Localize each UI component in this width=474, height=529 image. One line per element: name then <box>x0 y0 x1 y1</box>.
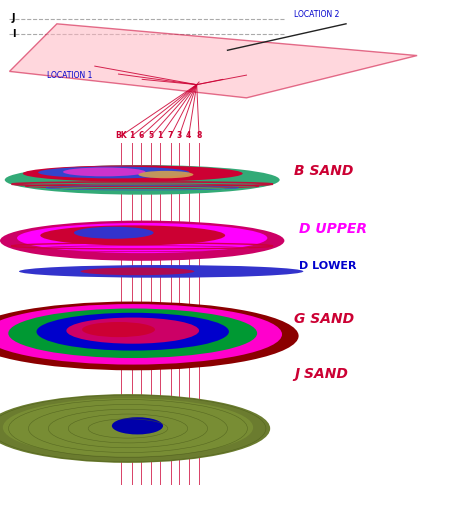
Text: G SAND: G SAND <box>294 312 354 326</box>
Text: 6: 6 <box>138 131 144 140</box>
Ellipse shape <box>112 417 163 434</box>
Ellipse shape <box>0 304 282 364</box>
Ellipse shape <box>138 171 193 178</box>
Ellipse shape <box>0 394 270 463</box>
Text: LOCATION 1: LOCATION 1 <box>47 71 93 80</box>
Ellipse shape <box>40 225 225 245</box>
Ellipse shape <box>81 268 194 275</box>
Ellipse shape <box>5 165 280 195</box>
Text: 5: 5 <box>148 131 153 140</box>
Ellipse shape <box>82 322 155 337</box>
Ellipse shape <box>0 302 299 370</box>
Text: D UPPER: D UPPER <box>299 222 366 236</box>
Polygon shape <box>9 24 417 98</box>
Ellipse shape <box>19 265 303 278</box>
Text: 1: 1 <box>129 131 135 140</box>
Ellipse shape <box>0 221 284 261</box>
Ellipse shape <box>38 167 189 178</box>
Text: J SAND: J SAND <box>294 367 348 381</box>
Text: J: J <box>12 13 15 23</box>
Text: 1: 1 <box>157 131 163 140</box>
Ellipse shape <box>17 223 267 253</box>
Text: LOCATION 2: LOCATION 2 <box>294 10 339 19</box>
Text: 3: 3 <box>176 131 182 140</box>
Ellipse shape <box>3 398 253 457</box>
Text: D LOWER: D LOWER <box>299 261 356 271</box>
Text: 4: 4 <box>186 131 191 140</box>
Text: I: I <box>12 29 15 39</box>
Ellipse shape <box>66 317 199 344</box>
Text: BK: BK <box>115 131 127 140</box>
Ellipse shape <box>63 168 146 176</box>
Text: 8: 8 <box>196 131 202 140</box>
Ellipse shape <box>74 227 154 239</box>
Ellipse shape <box>23 166 243 181</box>
Text: 7: 7 <box>168 131 173 140</box>
Ellipse shape <box>9 308 257 358</box>
Text: B SAND: B SAND <box>294 163 353 178</box>
Ellipse shape <box>36 313 229 351</box>
